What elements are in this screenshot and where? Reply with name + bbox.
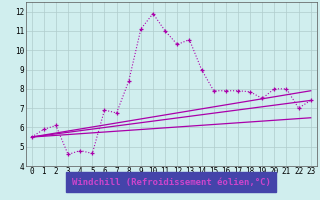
X-axis label: Windchill (Refroidissement éolien,°C): Windchill (Refroidissement éolien,°C) <box>72 178 271 187</box>
